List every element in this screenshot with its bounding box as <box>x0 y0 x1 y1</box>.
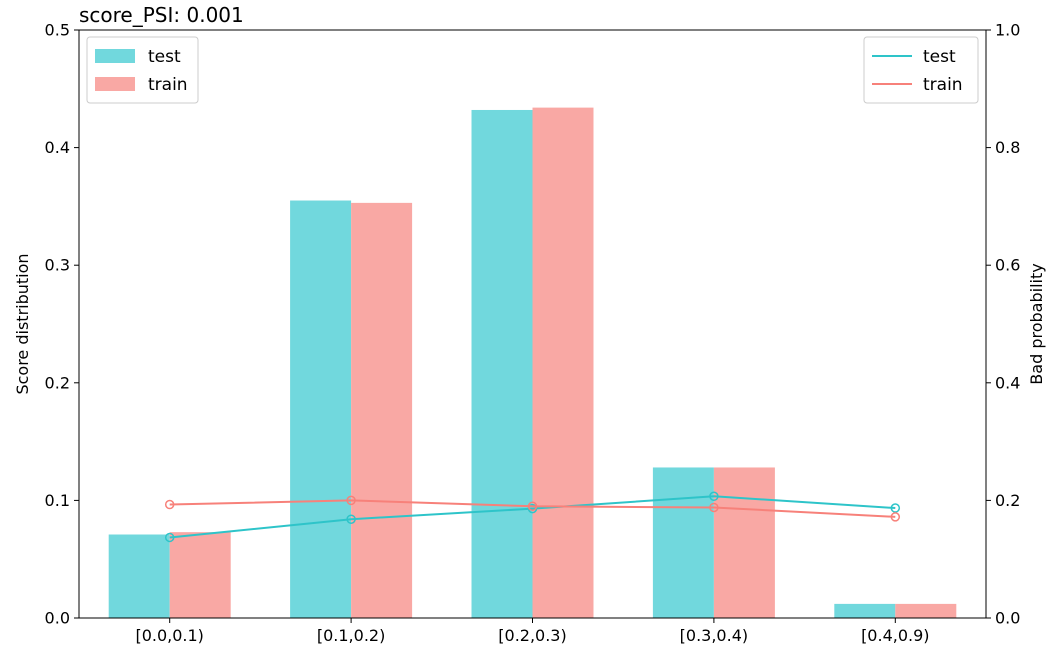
line-test <box>169 495 896 539</box>
point-train-0 <box>164 499 175 510</box>
y-tick-label-left: 0.3 <box>45 256 70 275</box>
bar-legend: test train <box>86 36 199 104</box>
y-axis-label-left: Score distribution <box>13 253 32 394</box>
line-legend: test train <box>863 36 979 104</box>
bar-test-4 <box>834 603 896 618</box>
y-tick-label-right: 0.0 <box>995 609 1020 628</box>
y-tick-label-right: 0.2 <box>995 491 1020 510</box>
bar-train-1 <box>351 202 413 618</box>
point-test-3 <box>709 491 719 502</box>
y-tick-label-left: 0.2 <box>45 373 70 392</box>
line-train <box>169 499 896 518</box>
left-axis: 0.0 0.1 0.2 0.3 0.4 0.5 <box>45 21 79 628</box>
y-tick-label-left: 0.4 <box>45 138 70 157</box>
line-legend-label-train: train <box>923 75 963 95</box>
point-train-2 <box>527 501 538 512</box>
x-tick-label: [0.2,0.3) <box>498 626 566 645</box>
bar-legend-label-test: test <box>148 47 181 67</box>
right-axis: 0.0 0.2 0.4 0.6 0.8 1.0 <box>986 21 1020 628</box>
chart-title: score_PSI: 0.001 <box>79 3 244 27</box>
y-axis-label-right: Bad probability <box>1027 263 1046 384</box>
point-train-4 <box>890 512 901 522</box>
y-tick-label-right: 0.6 <box>995 256 1020 275</box>
y-tick-label-right: 0.8 <box>995 138 1020 157</box>
y-tick-label-left: 0.5 <box>45 21 70 40</box>
bar-legend-swatch-train <box>95 77 135 91</box>
point-test-0 <box>164 532 175 543</box>
y-tick-label-right: 0.4 <box>995 373 1020 392</box>
bar-legend-swatch-test <box>95 49 135 63</box>
y-tick-label-left: 0.0 <box>45 609 70 628</box>
bar-legend-label-train: train <box>148 75 188 95</box>
x-tick-label: [0.4,0.9) <box>861 626 929 645</box>
x-tick-label: [0.1,0.2) <box>317 626 385 645</box>
y-tick-label-left: 0.1 <box>45 491 70 510</box>
bar-train-0 <box>169 532 231 618</box>
point-test-1 <box>346 514 356 524</box>
line-legend-frame <box>863 36 979 104</box>
x-tick-label: [0.0,0.1) <box>135 626 203 645</box>
bar-train-4 <box>895 603 957 618</box>
point-test-4 <box>890 503 901 513</box>
y-tick-label-right: 1.0 <box>995 21 1020 40</box>
lines-layer <box>164 491 901 543</box>
line-legend-label-test: test <box>923 47 956 67</box>
x-tick-label: [0.3,0.4) <box>680 626 748 645</box>
bar-train-2 <box>532 107 594 618</box>
bar-test-3 <box>652 467 714 618</box>
x-axis: [0.0,0.1) [0.1,0.2) [0.2,0.3) [0.3,0.4) [0.4… <box>135 618 930 645</box>
point-train-3 <box>709 502 719 513</box>
bar-test-0 <box>108 534 170 618</box>
bar-test-1 <box>290 200 352 618</box>
bar-train-3 <box>713 467 775 618</box>
bars-layer <box>108 107 957 618</box>
bar-test-2 <box>471 109 533 618</box>
point-train-1 <box>346 495 356 506</box>
